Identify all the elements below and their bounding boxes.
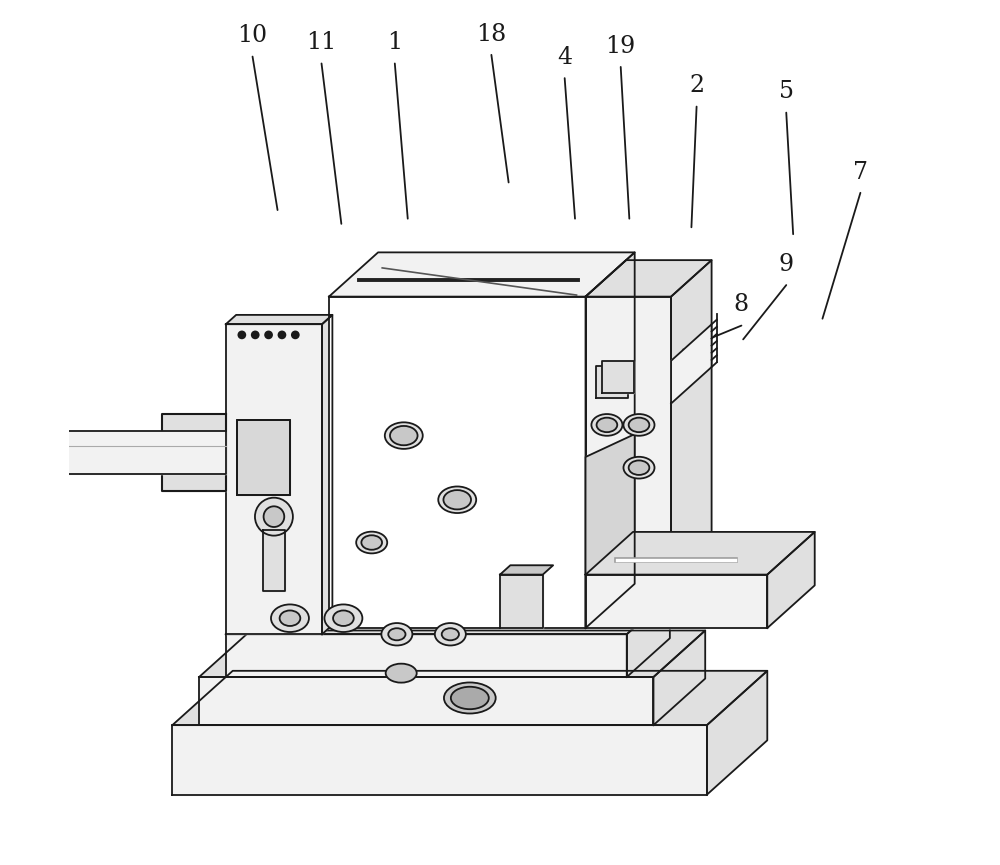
Polygon shape xyxy=(226,315,332,324)
Polygon shape xyxy=(226,324,322,634)
Polygon shape xyxy=(671,260,712,628)
Ellipse shape xyxy=(388,628,406,640)
Ellipse shape xyxy=(280,611,300,626)
Ellipse shape xyxy=(438,486,476,513)
Polygon shape xyxy=(586,574,767,628)
Text: 5: 5 xyxy=(779,80,794,104)
Polygon shape xyxy=(586,434,635,628)
Ellipse shape xyxy=(333,611,354,626)
Ellipse shape xyxy=(623,414,655,436)
Text: 7: 7 xyxy=(853,161,868,183)
Text: 2: 2 xyxy=(689,74,704,98)
Polygon shape xyxy=(199,631,705,677)
Polygon shape xyxy=(707,671,767,795)
Ellipse shape xyxy=(390,426,418,445)
Ellipse shape xyxy=(629,460,649,475)
Text: 9: 9 xyxy=(779,253,794,276)
Ellipse shape xyxy=(591,414,622,436)
Polygon shape xyxy=(586,260,712,297)
Polygon shape xyxy=(653,631,705,725)
Polygon shape xyxy=(500,574,543,628)
Polygon shape xyxy=(172,725,707,795)
Text: 8: 8 xyxy=(734,293,749,317)
Polygon shape xyxy=(602,361,634,393)
Polygon shape xyxy=(226,634,627,677)
Ellipse shape xyxy=(444,682,496,714)
Polygon shape xyxy=(500,566,553,574)
Polygon shape xyxy=(586,297,671,628)
Ellipse shape xyxy=(597,418,617,432)
Text: 19: 19 xyxy=(606,35,636,58)
Polygon shape xyxy=(329,253,635,297)
Ellipse shape xyxy=(629,418,649,432)
Ellipse shape xyxy=(252,331,259,338)
Ellipse shape xyxy=(264,506,284,527)
Ellipse shape xyxy=(265,331,272,338)
Ellipse shape xyxy=(443,490,471,509)
Polygon shape xyxy=(596,366,628,398)
Ellipse shape xyxy=(324,605,362,632)
Ellipse shape xyxy=(623,457,655,478)
Polygon shape xyxy=(586,532,815,574)
Ellipse shape xyxy=(451,687,489,709)
Ellipse shape xyxy=(442,628,459,640)
Ellipse shape xyxy=(356,532,387,554)
Polygon shape xyxy=(322,315,332,634)
Polygon shape xyxy=(767,532,815,628)
Polygon shape xyxy=(263,529,285,592)
Polygon shape xyxy=(329,297,586,628)
Ellipse shape xyxy=(255,497,293,535)
Polygon shape xyxy=(671,324,712,404)
Polygon shape xyxy=(627,595,670,677)
Ellipse shape xyxy=(292,331,299,338)
Polygon shape xyxy=(586,253,635,628)
Text: 1: 1 xyxy=(387,31,402,54)
Text: 10: 10 xyxy=(237,24,268,48)
Polygon shape xyxy=(199,677,653,725)
Text: 18: 18 xyxy=(476,22,507,46)
Polygon shape xyxy=(162,414,226,491)
Ellipse shape xyxy=(381,623,412,645)
Polygon shape xyxy=(226,595,670,634)
Polygon shape xyxy=(237,420,290,496)
Polygon shape xyxy=(172,671,767,725)
Ellipse shape xyxy=(435,623,466,645)
Ellipse shape xyxy=(238,331,245,338)
Polygon shape xyxy=(0,431,226,474)
Ellipse shape xyxy=(278,331,285,338)
Ellipse shape xyxy=(386,663,417,682)
Ellipse shape xyxy=(385,422,423,449)
Ellipse shape xyxy=(271,605,309,632)
Text: 4: 4 xyxy=(557,46,572,69)
Text: 11: 11 xyxy=(306,31,337,54)
Ellipse shape xyxy=(361,535,382,550)
